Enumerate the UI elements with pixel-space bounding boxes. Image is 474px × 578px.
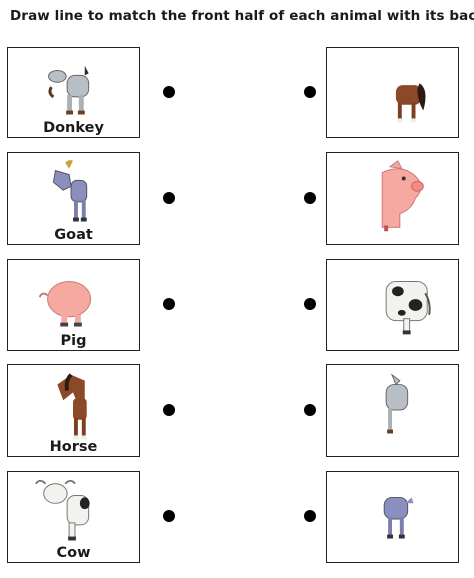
match-dot-right-3[interactable] [304, 298, 316, 310]
goat-front-image [52, 160, 88, 222]
animal-label: Goat [54, 227, 93, 243]
horse-back-image [395, 83, 426, 123]
animal-label: Donkey [43, 120, 104, 136]
instruction-text: Draw line to match the front half of eac… [10, 8, 474, 24]
card-goat-front[interactable]: Goat [7, 152, 140, 245]
animal-label: Cow [56, 545, 91, 561]
cow-back-image [385, 281, 431, 335]
donkey-back-image [385, 373, 409, 434]
cow-front-image [35, 479, 90, 541]
match-dot-left-4[interactable] [163, 404, 175, 416]
card-donkey-front[interactable]: Donkey [7, 47, 140, 138]
goat-back-image [383, 496, 414, 539]
match-dot-left-1[interactable] [163, 86, 175, 98]
card-goat-back[interactable] [326, 471, 459, 563]
match-dot-left-3[interactable] [163, 298, 175, 310]
card-donkey-back[interactable] [326, 364, 459, 457]
match-dot-left-5[interactable] [163, 510, 175, 522]
card-cow-front[interactable]: Cow [7, 471, 140, 563]
horse-front-image [57, 373, 87, 440]
card-horse-back[interactable] [326, 47, 459, 138]
match-dot-right-5[interactable] [304, 510, 316, 522]
match-dot-right-2[interactable] [304, 192, 316, 204]
match-dot-right-1[interactable] [304, 86, 316, 98]
card-pig-back[interactable] [326, 152, 459, 245]
card-horse-front[interactable]: Horse [7, 364, 140, 457]
card-cow-back[interactable] [326, 259, 459, 351]
card-pig-front[interactable]: Pig [7, 259, 140, 351]
match-dot-right-4[interactable] [304, 404, 316, 416]
animal-label: Pig [60, 333, 87, 349]
pig-back-image [381, 160, 424, 232]
donkey-front-image [48, 65, 90, 115]
match-dot-left-2[interactable] [163, 192, 175, 204]
pig-front-image [38, 281, 92, 327]
animal-label: Horse [49, 439, 98, 455]
